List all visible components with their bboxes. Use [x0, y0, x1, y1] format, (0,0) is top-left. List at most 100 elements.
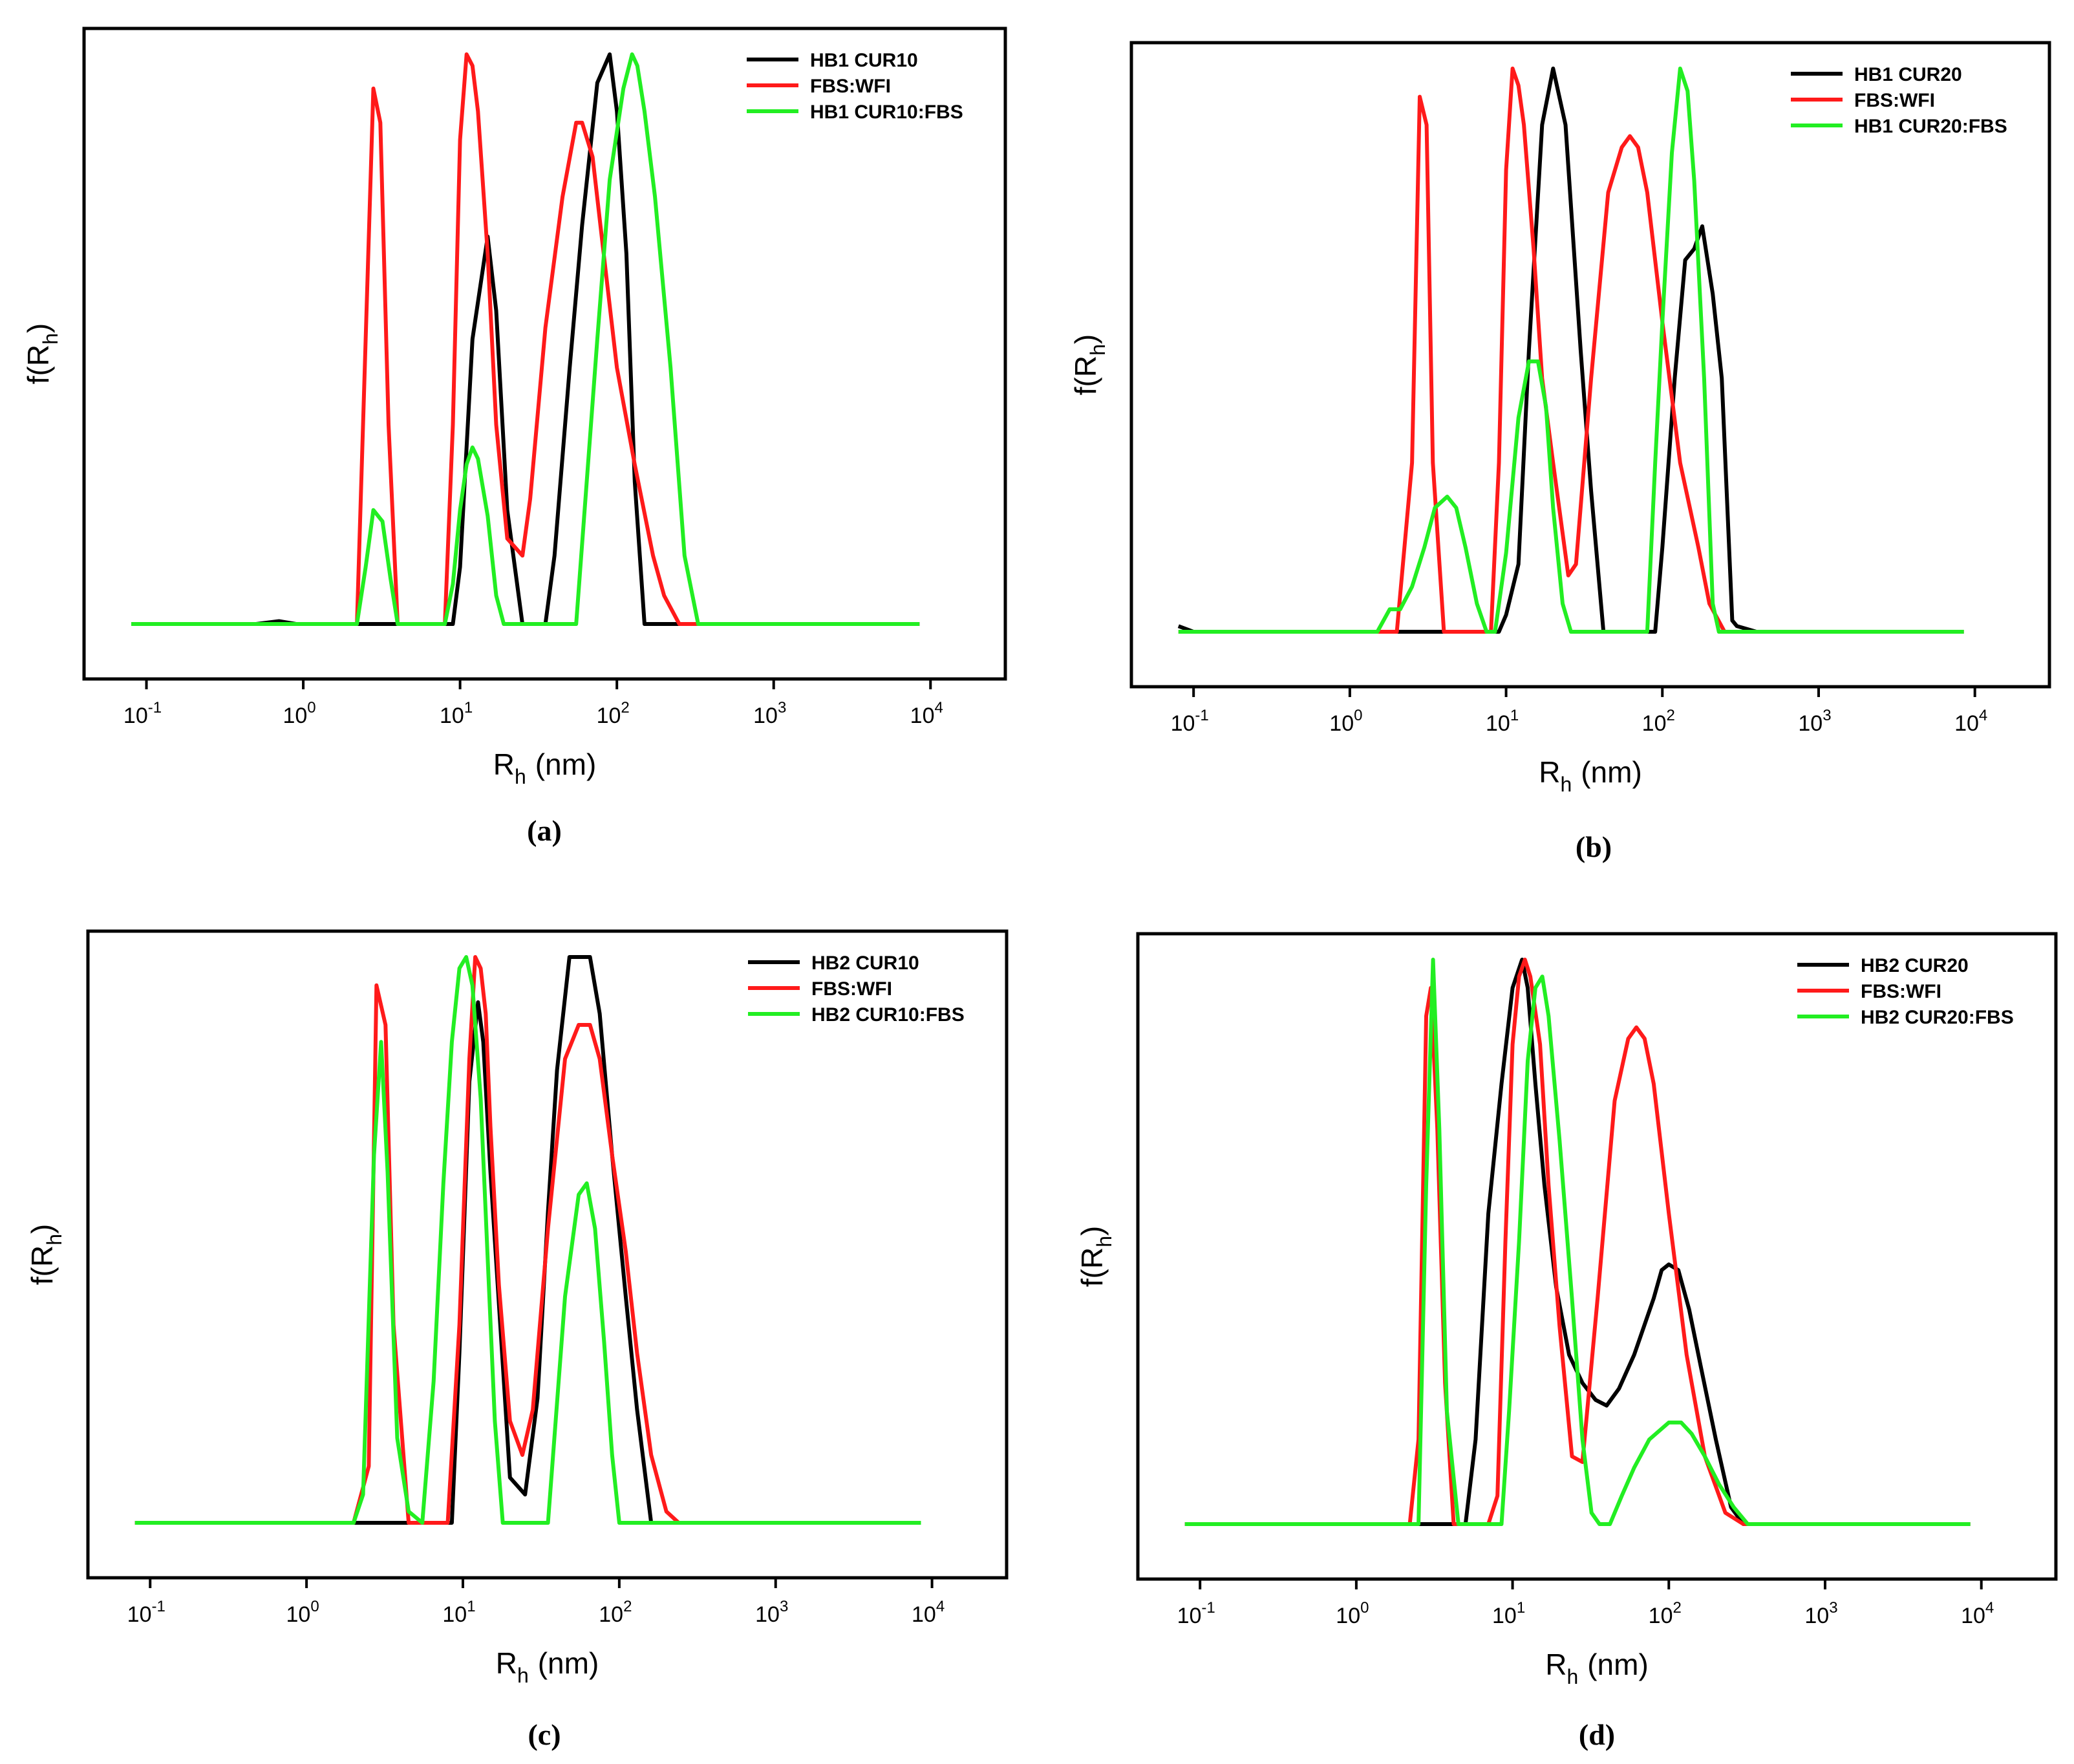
tick-base: 10 [1177, 1604, 1202, 1628]
tick-base: 10 [123, 704, 148, 728]
y-axis-sub: h [1086, 344, 1109, 356]
tick-base: 10 [755, 1602, 780, 1627]
x-tick-label: 102 [599, 1598, 632, 1627]
tick-base: 10 [910, 704, 935, 728]
y-axis-close: ) [1075, 1226, 1109, 1236]
y-axis-title: f(Rh) [1075, 1226, 1116, 1287]
tick-base: 10 [1171, 711, 1195, 736]
x-tick-label: 102 [1649, 1599, 1682, 1628]
y-axis-title: f(Rh) [1069, 334, 1109, 395]
series-line-3 [131, 52, 920, 626]
series-line-3 [134, 955, 921, 1525]
legend-label: HB1 CUR10 [810, 50, 918, 71]
tick-base: 10 [283, 704, 307, 728]
tick-base: 10 [1486, 711, 1510, 736]
tick-exponent: 0 [1354, 707, 1362, 724]
tick-exponent: 1 [1517, 1599, 1525, 1617]
legend-label: FBS:WFI [1854, 90, 1935, 111]
x-tick-label: 100 [286, 1598, 319, 1627]
legend-label: HB1 CUR10:FBS [810, 102, 963, 123]
x-axis-unit: (nm) [1587, 1648, 1649, 1681]
series-line-2 [131, 52, 920, 626]
y-axis-close: ) [1069, 334, 1102, 344]
tick-exponent: 2 [621, 699, 629, 716]
x-tick-label: 104 [1954, 707, 1987, 736]
y-axis-var: f(R [1075, 1247, 1109, 1287]
plot-frame [82, 27, 1007, 681]
legend-label: HB2 CUR20:FBS [1861, 1007, 2014, 1028]
x-tick-label: 100 [1329, 707, 1362, 736]
tick-base: 10 [127, 1602, 152, 1627]
panel-caption: (d) [1579, 1718, 1615, 1751]
y-axis-sub: h [1093, 1236, 1116, 1247]
panel-caption: (b) [1576, 830, 1612, 863]
tick-exponent: 3 [778, 699, 786, 716]
x-axis-unit: (nm) [1581, 755, 1642, 789]
x-axis-var: R [496, 1646, 517, 1680]
legend-label: HB1 CUR20:FBS [1854, 116, 2007, 137]
x-axis-title: Rh (nm) [1539, 755, 1642, 796]
tick-exponent: 4 [1979, 707, 1987, 724]
x-axis-unit: (nm) [538, 1646, 599, 1680]
legend-label: HB2 CUR10:FBS [811, 1004, 965, 1026]
y-axis-var: f(R [21, 345, 55, 384]
tick-exponent: 2 [623, 1598, 632, 1615]
x-axis-title: Rh (nm) [496, 1646, 599, 1687]
x-tick-label: 104 [1961, 1599, 1994, 1628]
y-axis-var: f(R [1069, 356, 1102, 395]
tick-exponent: -1 [1201, 1599, 1215, 1617]
tick-exponent: 4 [1985, 1599, 1994, 1617]
tick-base: 10 [442, 1602, 467, 1627]
tick-base: 10 [599, 1602, 623, 1627]
x-tick-label: 10-1 [123, 699, 162, 728]
tick-exponent: 1 [464, 699, 473, 716]
x-tick-label: 103 [753, 699, 786, 728]
panel-caption: (c) [528, 1718, 561, 1751]
tick-base: 10 [1961, 1604, 1985, 1628]
x-tick-label: 10-1 [127, 1598, 166, 1627]
x-tick-label: 101 [1486, 707, 1519, 736]
tick-exponent: -1 [148, 699, 162, 716]
tick-exponent: 0 [1360, 1599, 1369, 1617]
tick-base: 10 [753, 704, 778, 728]
y-axis-title: f(Rh) [21, 323, 62, 384]
tick-exponent: 3 [780, 1598, 788, 1615]
tick-exponent: -1 [151, 1598, 165, 1615]
x-axis-sub: h [1566, 1665, 1578, 1688]
x-tick-label: 103 [1798, 707, 1831, 736]
x-axis-var: R [493, 748, 515, 781]
series-line-3 [1178, 67, 1964, 634]
tick-base: 10 [1642, 711, 1667, 736]
tick-base: 10 [440, 704, 464, 728]
x-axis-title: Rh (nm) [493, 748, 597, 788]
x-axis-sub: h [517, 1664, 529, 1687]
tick-exponent: -1 [1195, 707, 1208, 724]
tick-base: 10 [1649, 1604, 1673, 1628]
plot-frame [1136, 932, 2058, 1581]
legend-label: FBS:WFI [811, 978, 892, 1000]
series-line-1 [1184, 958, 1971, 1526]
tick-exponent: 4 [936, 1598, 945, 1615]
x-axis-var: R [1539, 755, 1560, 789]
x-tick-label: 103 [1804, 1599, 1837, 1628]
y-axis-var: f(R [25, 1245, 59, 1285]
x-tick-label: 104 [912, 1598, 945, 1627]
tick-exponent: 1 [467, 1598, 475, 1615]
x-tick-label: 102 [1642, 707, 1675, 736]
series-line-1 [1177, 67, 1964, 634]
y-axis-title: f(Rh) [25, 1224, 66, 1285]
series-line-2 [134, 955, 921, 1525]
x-tick-label: 104 [910, 699, 943, 728]
tick-base: 10 [286, 1602, 311, 1627]
x-tick-label: 101 [440, 699, 473, 728]
plot-frame [86, 929, 1009, 1580]
x-axis-unit: (nm) [535, 748, 597, 781]
tick-base: 10 [1336, 1604, 1360, 1628]
plot-frame [1129, 41, 2051, 689]
x-axis-sub: h [515, 765, 526, 788]
